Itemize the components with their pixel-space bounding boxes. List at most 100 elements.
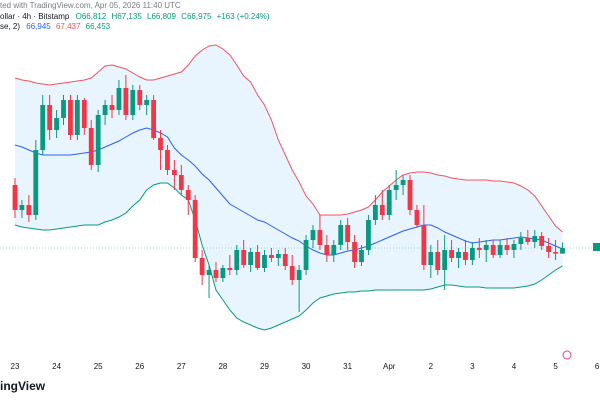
candle-body [497, 245, 503, 255]
ohlc-low: L66,809 [147, 12, 176, 21]
candle-body [400, 180, 406, 185]
candle-body [372, 205, 378, 220]
candle-body [40, 105, 46, 150]
candle-body [296, 270, 302, 280]
candle-body [220, 268, 226, 278]
plot: 23 24 25 26 27 28 29 30 31 Apr 2 3 4 5 6 [0, 44, 600, 371]
candle-body [12, 185, 18, 210]
candle-body [234, 250, 240, 270]
candle-body [463, 252, 468, 260]
candle-body [338, 225, 344, 245]
candle-body [421, 225, 427, 265]
candle-body [352, 242, 357, 262]
symbol: ollar · 4h · Bitstamp [0, 12, 70, 21]
candle-body [255, 252, 260, 268]
candle-body [511, 244, 517, 250]
candle-body [81, 100, 87, 128]
candle-body [449, 250, 454, 258]
candle-body [61, 100, 66, 118]
candle-body [54, 118, 59, 130]
candle-body [483, 245, 489, 250]
candle-body [33, 150, 39, 215]
candle-body [95, 115, 101, 165]
indicator-lower: 66,453 [86, 22, 111, 31]
candle-body [88, 128, 94, 165]
logo: ingView [0, 379, 46, 393]
candle-body [518, 238, 524, 244]
x-tick-label: 30 [302, 362, 311, 371]
band-upper [14, 44, 563, 233]
candle-body [68, 100, 73, 135]
x-tick-label: 2 [429, 362, 434, 371]
candle-body [359, 250, 364, 262]
x-tick-label: 5 [553, 362, 558, 371]
candle-body [366, 220, 371, 250]
price-label [593, 243, 600, 251]
candle-body [74, 100, 80, 135]
candle-body [476, 248, 482, 250]
x-tick-label: Apr [383, 362, 396, 371]
ohlc-open: O66,812 [76, 12, 107, 21]
event-marker [562, 350, 572, 360]
candle-body [123, 88, 129, 115]
x-tick-label: 4 [512, 362, 517, 371]
candle-body [289, 266, 295, 280]
x-tick-label: 27 [177, 362, 186, 371]
indicator-name: se, 2) [0, 22, 20, 31]
candle-body [504, 245, 510, 250]
candle-body [393, 185, 399, 190]
x-tick-label: 3 [470, 362, 475, 371]
ohlc-change: +163 (+0.24%) [217, 12, 270, 21]
x-tick-label: 29 [260, 362, 269, 371]
candle-body [199, 258, 205, 275]
candle-body [303, 240, 309, 270]
band-lower [14, 182, 563, 331]
candle-body [269, 255, 274, 258]
candle-body [144, 100, 150, 105]
x-tick-label: 25 [94, 362, 103, 371]
candle-body [428, 252, 434, 265]
candle-body [137, 90, 143, 105]
candle-body [539, 236, 545, 246]
ohlc-close: C66,975 [181, 12, 212, 21]
candle-body [532, 236, 538, 242]
candle-body [546, 246, 552, 252]
candle-body [47, 105, 53, 130]
candle-body [178, 175, 184, 190]
candle-body [525, 238, 531, 242]
candle-body [317, 230, 323, 245]
candle-body [206, 270, 212, 275]
candle-body [345, 225, 351, 242]
candle-body [456, 252, 461, 258]
band-middle [14, 127, 563, 256]
candle-body [435, 252, 441, 270]
candle-body [262, 255, 267, 268]
candle-body [192, 200, 198, 258]
candle-body [171, 170, 177, 175]
x-tick-label: 6 [595, 362, 600, 371]
x-tick-label: 31 [343, 362, 352, 371]
candle-body [213, 270, 219, 278]
candle-body [227, 268, 233, 270]
candle-body [102, 105, 108, 115]
indicator-line: se, 2) 66,945 67,437 66,453 [0, 22, 111, 31]
candle-body [560, 247, 565, 254]
candle-body [158, 138, 163, 150]
x-tick-label: 28 [218, 362, 227, 371]
candle-body [19, 205, 25, 210]
created-note: ted with TradingView.com, Apr 05, 2026 1… [0, 1, 181, 10]
candle-body [241, 250, 247, 265]
candle-body [116, 88, 122, 110]
candle-body [310, 230, 316, 240]
candle-body [248, 252, 254, 265]
x-tick-label: 26 [135, 362, 144, 371]
x-tick-label: 23 [11, 362, 20, 371]
candle-body [151, 100, 156, 138]
indicator-middle: 66,945 [26, 22, 51, 31]
candle-body [331, 245, 337, 255]
candle-body [553, 252, 558, 254]
candle-body [185, 190, 191, 200]
candle-body [165, 150, 170, 170]
candle-body [379, 205, 385, 215]
